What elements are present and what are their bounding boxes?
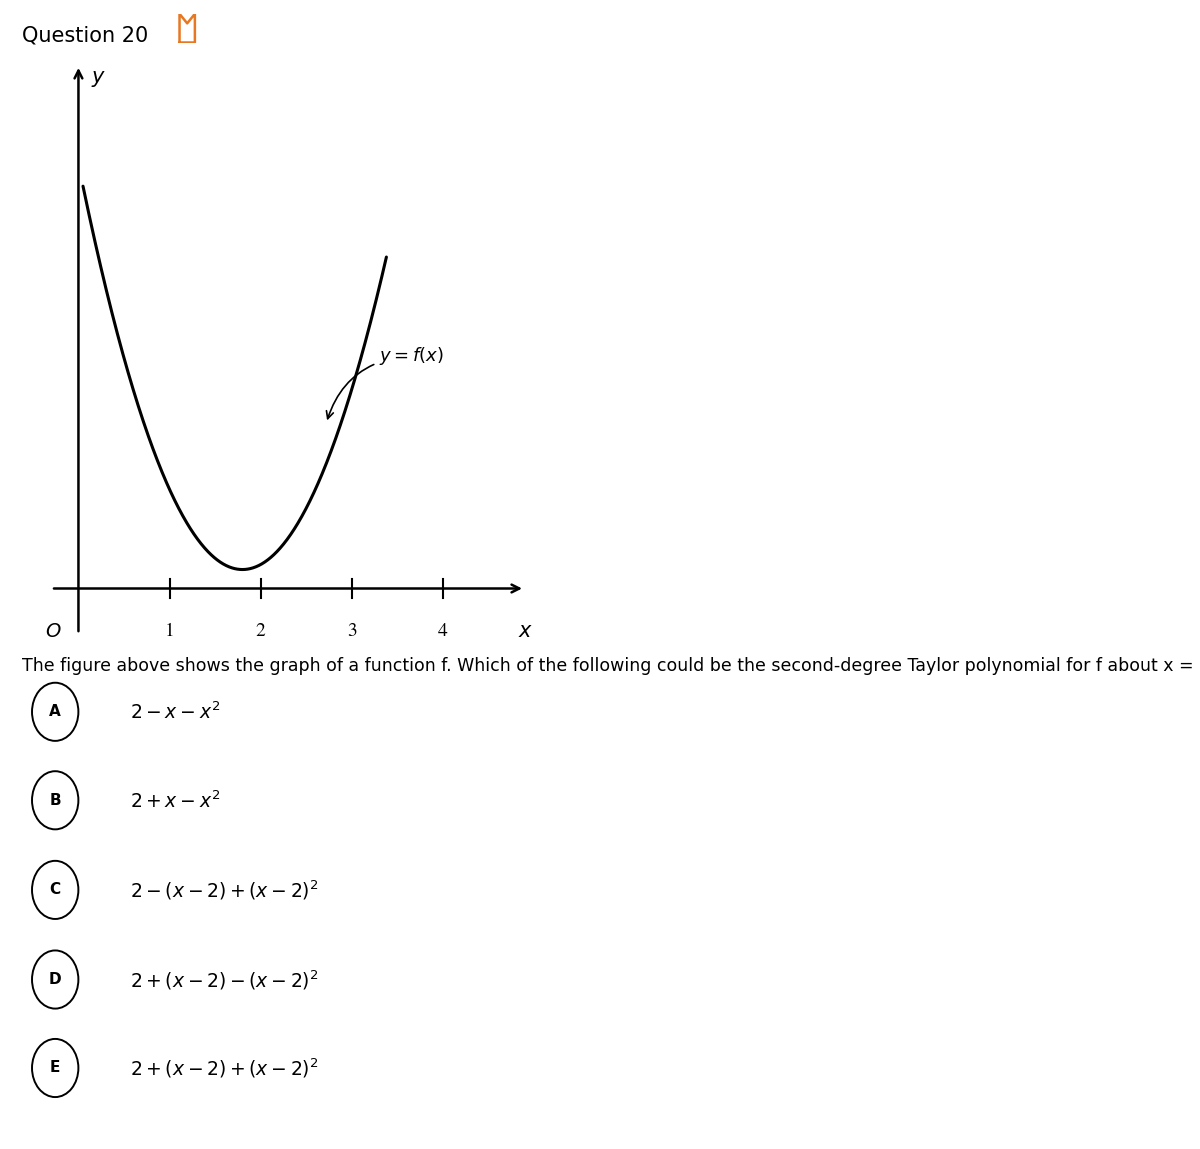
Text: Question 20: Question 20 bbox=[22, 25, 148, 45]
Text: C: C bbox=[49, 882, 61, 897]
Text: B: B bbox=[49, 793, 61, 808]
Text: $x$: $x$ bbox=[517, 623, 533, 642]
Text: $y = f(x)$: $y = f(x)$ bbox=[326, 345, 444, 418]
Text: E: E bbox=[50, 1061, 60, 1075]
Text: A: A bbox=[49, 704, 61, 719]
Text: $2 + (x - 2) + (x - 2)^2$: $2 + (x - 2) + (x - 2)^2$ bbox=[130, 1057, 318, 1080]
Text: D: D bbox=[49, 972, 61, 987]
Text: The figure above shows the graph of a function f. Which of the following could b: The figure above shows the graph of a fu… bbox=[22, 657, 1200, 676]
Text: $2 + (x - 2) - (x - 2)^2$: $2 + (x - 2) - (x - 2)^2$ bbox=[130, 969, 318, 992]
Text: 3: 3 bbox=[347, 623, 356, 640]
Text: 2: 2 bbox=[256, 623, 265, 640]
Text: $2 + x - x^2$: $2 + x - x^2$ bbox=[130, 791, 220, 811]
Text: $2 - x - x^2$: $2 - x - x^2$ bbox=[130, 702, 220, 723]
Text: $y$: $y$ bbox=[91, 69, 106, 88]
Text: $O$: $O$ bbox=[44, 623, 61, 641]
Text: $2 - (x - 2) + (x - 2)^2$: $2 - (x - 2) + (x - 2)^2$ bbox=[130, 879, 318, 902]
Text: 1: 1 bbox=[164, 623, 174, 640]
Text: 4: 4 bbox=[438, 623, 448, 640]
